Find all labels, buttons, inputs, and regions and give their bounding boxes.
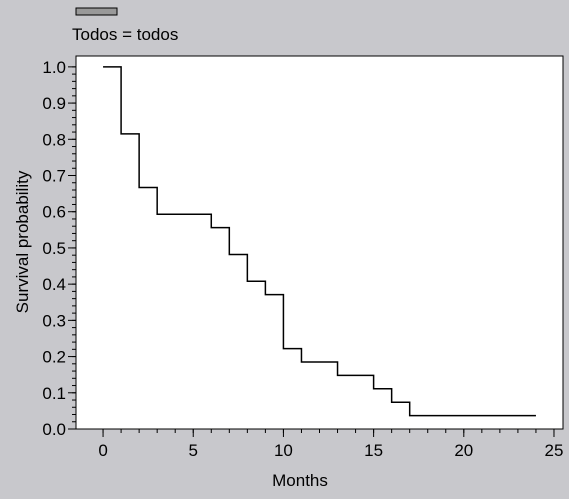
y-tick-label: 0.4 bbox=[42, 275, 66, 294]
series-layer bbox=[103, 66, 536, 417]
y-tick-label: 0.2 bbox=[42, 348, 66, 367]
x-tick-label: 0 bbox=[98, 441, 107, 460]
x-tick-label: 5 bbox=[189, 441, 198, 460]
y-tick-label: 0.8 bbox=[42, 130, 66, 149]
x-tick-label: 25 bbox=[545, 441, 564, 460]
y-tick-label: 1.0 bbox=[42, 58, 66, 77]
x-tick-label: 15 bbox=[364, 441, 383, 460]
x-tick-label: 20 bbox=[454, 441, 473, 460]
legend-label: Todos = todos bbox=[72, 25, 178, 44]
survival-step-line bbox=[103, 66, 536, 417]
y-tick-label: 0.5 bbox=[42, 239, 66, 258]
y-axis-label: Survival probability bbox=[13, 170, 32, 313]
y-tick-label: 0.1 bbox=[42, 384, 66, 403]
y-tick-label: 0.9 bbox=[42, 94, 66, 113]
plot-area bbox=[75, 55, 564, 430]
x-axis-label: Months bbox=[272, 471, 328, 490]
y-tick-label: 0.7 bbox=[42, 167, 66, 186]
y-tick-label: 0.0 bbox=[42, 420, 66, 439]
legend-swatch bbox=[75, 7, 118, 16]
y-axis: 0.0 0.1 0.2 0.3 0.4 0.5 0.6 0.7 0.8 0.9 1.0 bbox=[42, 58, 76, 439]
x-axis: 0 5 10 15 20 25 bbox=[98, 429, 563, 460]
y-tick-label: 0.6 bbox=[42, 203, 66, 222]
x-tick-label: 10 bbox=[274, 441, 293, 460]
y-tick-label: 0.3 bbox=[42, 311, 66, 330]
